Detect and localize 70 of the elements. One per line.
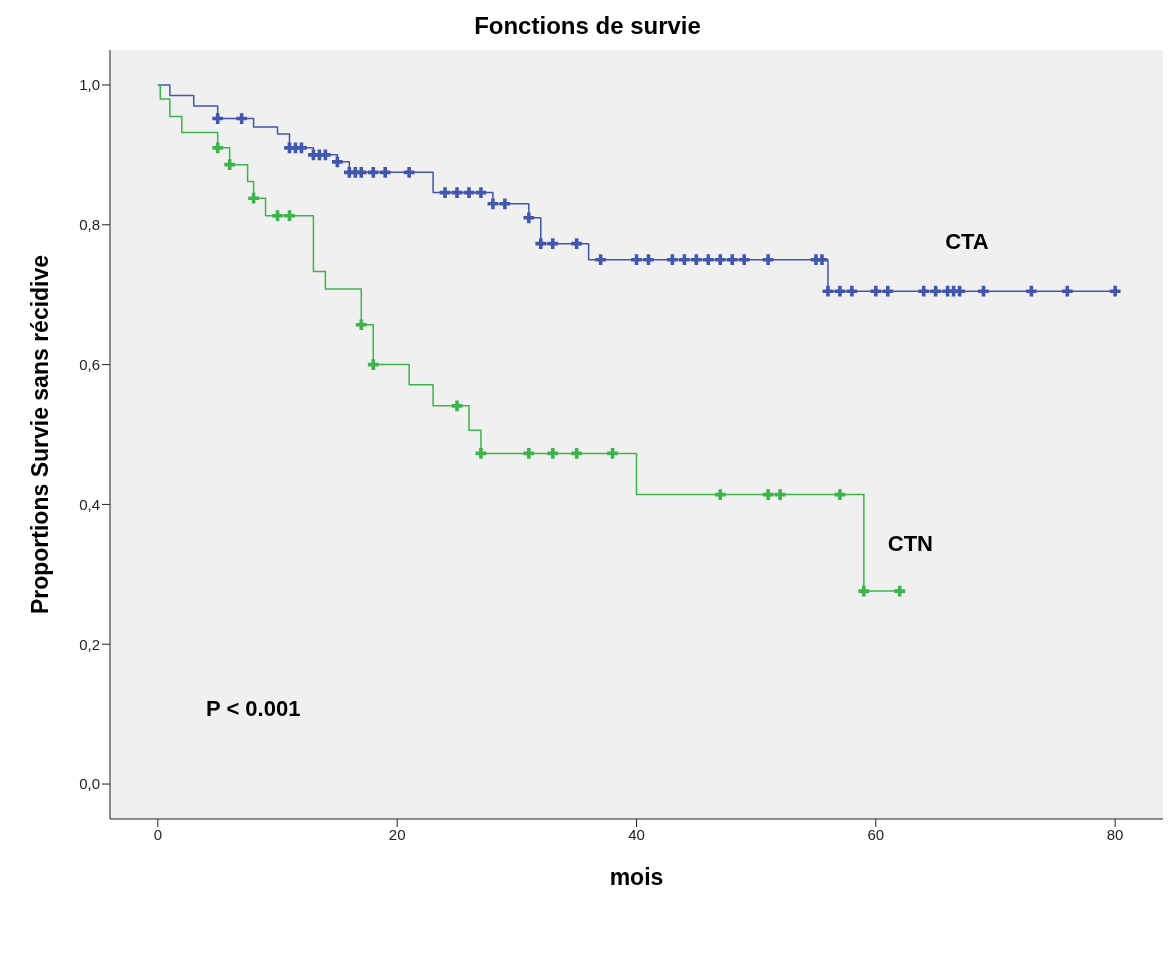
x-axis-title: mois — [609, 864, 664, 890]
point — [367, 166, 379, 178]
point — [499, 198, 511, 210]
point — [331, 156, 343, 168]
point — [894, 585, 906, 597]
point — [930, 285, 942, 297]
x-tick-label: 60 — [867, 825, 885, 843]
x-tick-label: 20 — [388, 825, 406, 843]
point — [714, 254, 726, 266]
point — [918, 285, 930, 297]
point — [690, 254, 702, 266]
series-label: CTN — [887, 531, 933, 557]
point — [547, 238, 559, 250]
y-tick-label: 0,0 — [79, 775, 100, 793]
point — [367, 359, 379, 370]
point — [355, 319, 367, 331]
x-tick-label: 40 — [628, 825, 645, 843]
point — [846, 285, 858, 297]
point — [463, 187, 475, 198]
point — [762, 489, 774, 500]
point — [403, 166, 415, 178]
annotation: P < 0.001 — [206, 696, 301, 722]
point — [679, 254, 690, 266]
point — [475, 187, 487, 198]
point — [451, 187, 463, 198]
point — [762, 254, 774, 266]
point — [475, 448, 487, 459]
point — [547, 448, 559, 459]
point — [978, 285, 989, 297]
point — [834, 285, 846, 297]
point — [439, 187, 451, 198]
y-tick-label: 1,0 — [79, 76, 100, 94]
point — [726, 254, 738, 266]
point — [643, 254, 654, 266]
point — [451, 400, 463, 412]
point — [1026, 285, 1037, 297]
point — [870, 285, 882, 297]
point — [702, 254, 714, 266]
y-tick-label: 0,8 — [79, 216, 100, 234]
point — [320, 149, 331, 161]
point — [882, 285, 894, 297]
point — [1061, 285, 1073, 297]
point — [595, 254, 606, 266]
point — [535, 238, 547, 250]
point — [523, 448, 535, 459]
point — [816, 254, 828, 266]
point — [487, 198, 499, 210]
point — [738, 254, 750, 266]
point — [631, 254, 642, 266]
point — [667, 254, 678, 266]
point — [523, 212, 535, 224]
point — [774, 489, 786, 500]
point — [954, 285, 965, 297]
point — [834, 489, 846, 500]
point — [822, 285, 834, 297]
x-tick-label: 80 — [1106, 825, 1124, 843]
point — [1109, 285, 1121, 297]
y-tick-label: 0,2 — [79, 635, 100, 653]
y-axis-title: Proportions Survie sans récidive — [27, 254, 54, 615]
y-tick-label: 0,6 — [79, 355, 100, 373]
point — [212, 142, 224, 154]
point — [379, 166, 391, 178]
y-tick-label: 0,4 — [79, 495, 100, 513]
x-tick-label: 0 — [153, 825, 163, 843]
point — [714, 489, 726, 500]
point — [296, 142, 307, 154]
series-label: CTA — [945, 229, 989, 255]
chart-title: Fonctions de survie — [473, 12, 702, 40]
point — [858, 585, 870, 597]
point — [248, 192, 259, 204]
